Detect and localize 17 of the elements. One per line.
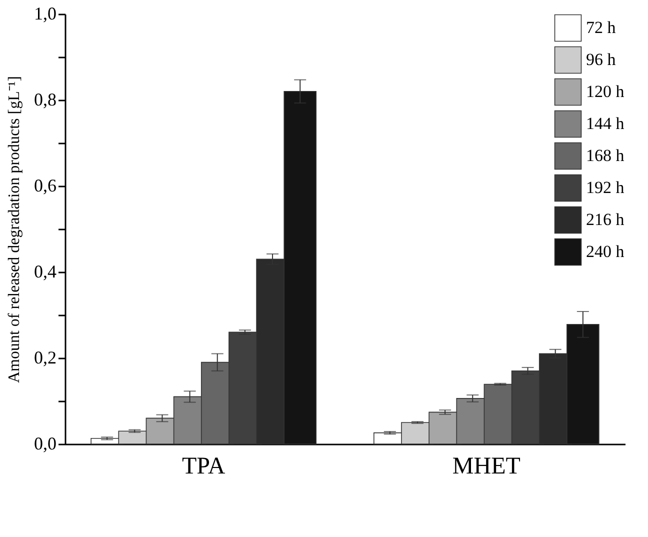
legend-label: 120 h — [586, 82, 625, 101]
y-tick-label: 1,0 — [34, 4, 56, 24]
legend-label: 240 h — [586, 242, 625, 261]
legend-label: 96 h — [586, 50, 616, 69]
y-tick-label: 0,2 — [34, 348, 56, 368]
legend-label: 216 h — [586, 210, 625, 229]
legend-label: 144 h — [586, 114, 625, 133]
y-tick-label: 0,0 — [34, 434, 56, 454]
y-axis-title: Amount of released degradation products [gL⁻¹] — [6, 76, 23, 384]
y-tick-label: 0,8 — [34, 90, 56, 110]
legend-label: 168 h — [586, 146, 625, 165]
x-tick-label: TPA — [182, 454, 226, 480]
x-tick-label: MHET — [452, 454, 521, 480]
legend-label: 72 h — [586, 18, 616, 37]
y-tick-label: 0,6 — [34, 176, 56, 196]
y-tick-label: 0,4 — [34, 262, 56, 282]
legend-label: 192 h — [586, 178, 625, 197]
